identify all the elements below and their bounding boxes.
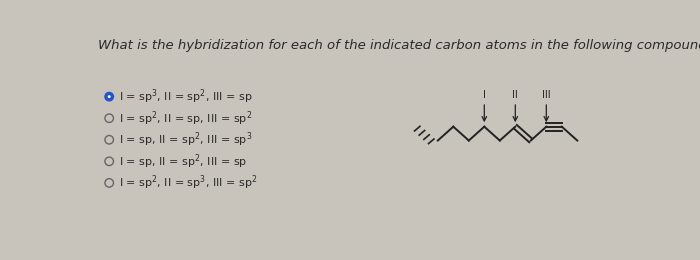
Text: I = sp, II = sp$^2$, III = sp$^3$: I = sp, II = sp$^2$, III = sp$^3$ [119, 131, 252, 149]
Text: I = sp$^2$, II = sp$^3$, III = sp$^2$: I = sp$^2$, II = sp$^3$, III = sp$^2$ [119, 174, 258, 192]
Text: II: II [512, 90, 518, 100]
Circle shape [108, 95, 111, 98]
Text: I = sp$^2$, II = sp, III = sp$^2$: I = sp$^2$, II = sp, III = sp$^2$ [119, 109, 252, 127]
Text: I: I [483, 90, 486, 100]
Text: I = sp$^3$, II = sp$^2$, III = sp: I = sp$^3$, II = sp$^2$, III = sp [119, 87, 253, 106]
Circle shape [105, 92, 113, 101]
Text: What is the hybridization for each of the indicated carbon atoms in the followin: What is the hybridization for each of th… [97, 39, 700, 52]
Text: III: III [542, 90, 551, 100]
Text: I = sp, II = sp$^2$, III = sp: I = sp, II = sp$^2$, III = sp [119, 152, 247, 171]
